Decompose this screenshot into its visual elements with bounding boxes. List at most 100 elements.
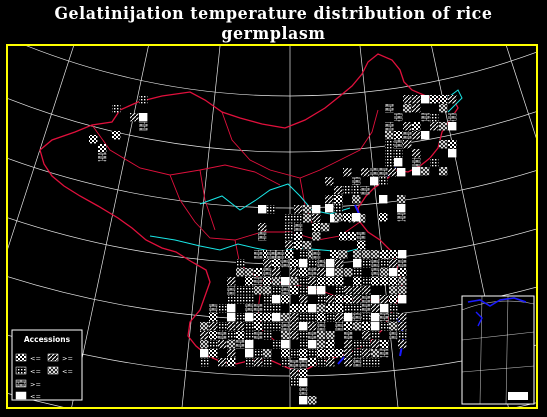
- accession-cell: [227, 304, 236, 313]
- accession-cell: [412, 158, 421, 167]
- accession-cell: [394, 113, 403, 122]
- accession-cell: [353, 295, 362, 304]
- accession-cell: [397, 168, 406, 177]
- accession-cell: [254, 304, 263, 313]
- accession-cell: [308, 277, 317, 286]
- accession-cell: [209, 313, 218, 322]
- legend-swatch-brick: [15, 379, 27, 388]
- accession-cell: [308, 268, 317, 277]
- accession-cell: [380, 304, 389, 313]
- accession-cell: [353, 286, 362, 295]
- accession-cell: [98, 144, 107, 153]
- accession-cell: [281, 295, 290, 304]
- accession-cell: [89, 135, 98, 144]
- accession-cell: [371, 313, 380, 322]
- accession-cell: [385, 158, 394, 167]
- accession-cell: [398, 259, 407, 268]
- accession-cell: [299, 387, 308, 396]
- legend-swatch-checker: [15, 353, 27, 362]
- accession-cell: [353, 313, 362, 322]
- accession-cell: [285, 241, 294, 250]
- inset-scale-box: [508, 392, 528, 400]
- accession-cell: [448, 113, 457, 122]
- accession-cell: [227, 295, 236, 304]
- accession-cell: [344, 349, 353, 358]
- accession-cell: [371, 277, 380, 286]
- accession-cell: [227, 358, 236, 367]
- accession-cell: [245, 268, 254, 277]
- accession-cell: [299, 360, 308, 369]
- accession-cell: [290, 304, 299, 313]
- accession-cell: [317, 340, 326, 349]
- parallel-line: [8, 157, 536, 209]
- accession-cell: [362, 259, 371, 268]
- accession-cell: [299, 396, 308, 405]
- accession-cell: [294, 241, 303, 250]
- accession-cell: [326, 313, 335, 322]
- accession-cell: [380, 349, 389, 358]
- accession-cell: [353, 358, 362, 367]
- accession-cell: [236, 340, 245, 349]
- accession-cell: [326, 331, 335, 340]
- accession-cell: [299, 369, 308, 378]
- legend-swatch-cross: [47, 366, 59, 375]
- accession-cell: [380, 313, 389, 322]
- accession-cell: [412, 104, 421, 113]
- accession-cell: [236, 286, 245, 295]
- legend-swatch-solid: [15, 391, 27, 400]
- accession-cell: [254, 322, 263, 331]
- accession-cell: [209, 331, 218, 340]
- accession-cell: [267, 205, 276, 214]
- accession-cell: [285, 223, 294, 232]
- accession-cell: [308, 331, 317, 340]
- accession-cell: [272, 322, 281, 331]
- accession-cell: [439, 104, 448, 113]
- accession-cell: [236, 295, 245, 304]
- accession-cell: [394, 158, 403, 167]
- accession-cell: [317, 349, 326, 358]
- accession-cell: [385, 122, 394, 131]
- accession-cell: [299, 313, 308, 322]
- accession-cell: [317, 286, 326, 295]
- accession-cell: [344, 313, 353, 322]
- legend-swatch-dots: [15, 366, 27, 375]
- accession-cell: [371, 250, 380, 259]
- accession-cell: [385, 140, 394, 149]
- legend: Accessions <= >= <= <= >= <=: [11, 329, 83, 401]
- accession-cell: [421, 113, 430, 122]
- accession-cell: [308, 396, 317, 405]
- accession-cell: [299, 277, 308, 286]
- map-title: Gelatinijation temperature distribution …: [54, 4, 493, 44]
- accession-cell: [325, 204, 334, 213]
- accession-cell: [272, 277, 281, 286]
- accession-cell: [362, 295, 371, 304]
- accession-cell: [389, 304, 398, 313]
- accession-cell: [439, 140, 448, 149]
- accession-cell: [236, 268, 245, 277]
- accession-cell: [139, 113, 148, 122]
- accession-cell: [380, 322, 389, 331]
- accession-cell: [236, 313, 245, 322]
- accession-cell: [218, 331, 227, 340]
- accession-cell: [236, 331, 245, 340]
- accession-cell: [335, 277, 344, 286]
- accession-cell: [334, 204, 343, 213]
- accession-cell: [371, 322, 380, 331]
- accession-cell: [352, 177, 361, 186]
- accession-cell: [353, 268, 362, 277]
- accession-cell: [353, 277, 362, 286]
- legend-entry-label: <=: [62, 368, 73, 376]
- accession-cell: [344, 286, 353, 295]
- accession-cell: [290, 277, 299, 286]
- yangtze-river: [149, 235, 363, 253]
- accession-cell: [290, 286, 299, 295]
- accession-cell: [394, 140, 403, 149]
- accession-cell: [357, 232, 366, 241]
- accession-cell: [439, 95, 448, 104]
- accession-cell: [209, 340, 218, 349]
- accession-cell: [448, 140, 457, 149]
- legend-entry-label: >=: [30, 381, 41, 389]
- legend-entry-label: <=: [30, 355, 41, 363]
- accession-cell: [448, 95, 457, 104]
- accession-cell: [290, 268, 299, 277]
